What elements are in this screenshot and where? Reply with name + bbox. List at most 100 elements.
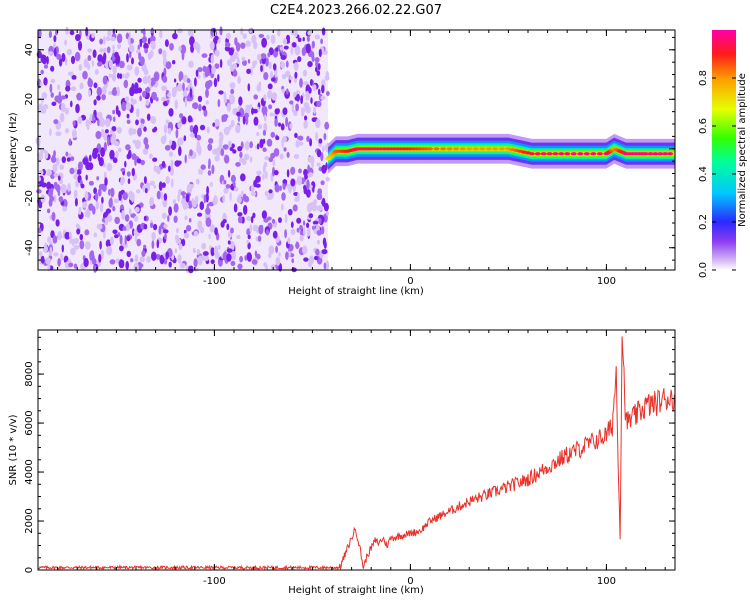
noise-speck	[38, 169, 44, 176]
noise-speck	[82, 201, 88, 209]
noise-speck	[254, 250, 258, 257]
noise-speck	[174, 248, 178, 254]
noise-speck	[160, 191, 164, 201]
track-peak	[528, 152, 535, 156]
noise-speck	[187, 29, 192, 36]
noise-speck	[299, 224, 303, 231]
noise-speck	[92, 113, 95, 124]
noise-speck	[142, 75, 149, 85]
noise-speck	[192, 127, 196, 134]
noise-speck	[111, 72, 117, 82]
noise-speck	[251, 34, 257, 45]
noise-speck	[154, 165, 161, 174]
noise-speck	[219, 59, 223, 68]
colorbar: 0.0 0.2 0.4 0.6 0.8 Normalized spectral ampl…	[698, 30, 748, 278]
noise-speck	[106, 46, 111, 54]
noise-speck	[227, 169, 231, 178]
noise-speck	[155, 254, 161, 260]
noise-speck	[325, 260, 330, 270]
noise-speck	[131, 128, 137, 135]
noise-speck	[230, 88, 235, 95]
noise-speck	[303, 81, 309, 86]
noise-speck	[209, 181, 213, 187]
noise-speck	[177, 254, 182, 264]
noise-speck	[275, 245, 278, 253]
noise-speck	[196, 248, 200, 256]
noise-speck	[256, 132, 260, 137]
noise-speck	[129, 86, 135, 97]
noise-speck	[64, 107, 70, 115]
noise-speck	[140, 159, 146, 166]
noise-speck	[124, 73, 129, 79]
noise-speck	[169, 43, 174, 51]
noise-speck	[122, 192, 128, 201]
noise-speck	[298, 168, 302, 174]
x-tick-label: 100	[597, 576, 616, 587]
noise-speck	[180, 191, 187, 196]
noise-speck	[161, 96, 167, 102]
noise-speck	[296, 175, 303, 186]
noise-speck	[291, 42, 297, 48]
track-peak	[492, 147, 499, 151]
noise-speck	[64, 128, 70, 134]
noise-speck	[240, 42, 246, 49]
noise-speck	[38, 28, 42, 39]
noise-speck	[256, 224, 259, 234]
noise-speck	[195, 69, 199, 78]
noise-speck	[115, 86, 120, 97]
noise-speck	[134, 233, 138, 243]
noise-speck	[149, 196, 155, 207]
noise-speck	[211, 65, 216, 75]
noise-speck	[245, 116, 249, 125]
spectrogram-noise-region	[35, 26, 330, 274]
noise-speck	[155, 97, 159, 102]
noise-speck	[49, 246, 53, 257]
noise-speck	[67, 182, 71, 192]
noise-speck	[224, 42, 231, 48]
colorbar-ticks: 0.0 0.2 0.4 0.6 0.8	[698, 70, 736, 278]
noise-speck	[247, 59, 251, 64]
noise-speck	[287, 209, 293, 216]
noise-speck	[84, 241, 91, 250]
noise-speck	[137, 263, 144, 268]
noise-speck	[240, 27, 244, 36]
noise-speck	[171, 87, 177, 98]
noise-speck	[122, 73, 125, 79]
noise-speck	[146, 113, 151, 121]
noise-speck	[240, 173, 246, 182]
noise-speck	[77, 116, 83, 125]
noise-speck	[263, 161, 268, 168]
noise-speck	[65, 26, 69, 35]
noise-speck	[163, 124, 168, 134]
noise-speck	[267, 216, 272, 221]
noise-speck	[239, 151, 243, 158]
noise-speck	[176, 28, 183, 34]
noise-speck	[273, 148, 280, 157]
noise-speck	[165, 61, 172, 70]
noise-speck	[158, 48, 163, 55]
noise-speck	[151, 91, 158, 101]
noise-speck	[186, 78, 191, 84]
noise-speck	[126, 171, 131, 177]
noise-speck	[302, 245, 308, 255]
noise-speck	[256, 53, 262, 61]
noise-speck	[97, 61, 103, 67]
noise-speck	[153, 184, 157, 189]
noise-speck	[321, 197, 326, 207]
noise-speck	[214, 155, 220, 162]
noise-speck	[201, 53, 208, 58]
noise-speck	[129, 38, 134, 44]
noise-speck	[172, 32, 178, 40]
noise-speck	[92, 205, 96, 215]
spectrogram-panel: -100 0 100 -40 -20 0 20 40 Height of straight …	[8, 26, 676, 297]
noise-speck	[115, 55, 119, 66]
noise-speck	[242, 193, 247, 202]
noise-speck	[162, 49, 167, 60]
noise-speck	[164, 233, 167, 240]
noise-speck	[206, 185, 210, 195]
noise-speck	[326, 91, 330, 96]
noise-speck	[294, 196, 298, 202]
noise-speck	[263, 114, 267, 122]
noise-speck	[41, 96, 44, 104]
noise-speck	[231, 250, 237, 261]
